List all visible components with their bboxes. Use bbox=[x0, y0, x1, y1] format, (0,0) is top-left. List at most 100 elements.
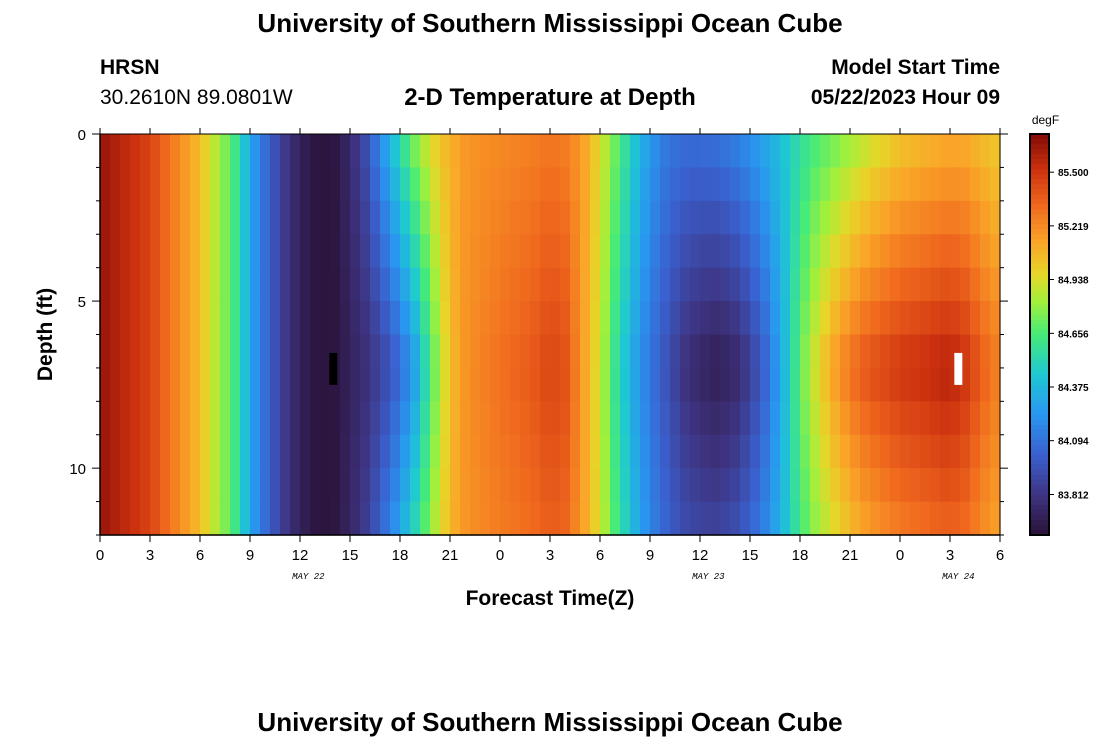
heatmap-cell bbox=[800, 234, 811, 269]
heatmap-cell bbox=[390, 401, 401, 436]
heatmap-cell bbox=[200, 501, 211, 536]
heatmap-cell bbox=[990, 134, 1001, 169]
heatmap-cell bbox=[370, 334, 381, 369]
heatmap-cell bbox=[980, 234, 991, 269]
heatmap-cell bbox=[920, 434, 931, 469]
heatmap-cell bbox=[700, 267, 711, 302]
heatmap-cell bbox=[540, 334, 551, 369]
heatmap-cell bbox=[550, 134, 561, 169]
heatmap-cell bbox=[810, 167, 821, 202]
heatmap-cell bbox=[970, 267, 981, 302]
heatmap-cell bbox=[440, 334, 451, 369]
heatmap-cell bbox=[220, 134, 231, 169]
heatmap-cell bbox=[700, 434, 711, 469]
heatmap-cell bbox=[160, 367, 171, 402]
heatmap-cell bbox=[290, 367, 301, 402]
heatmap-cell bbox=[250, 267, 261, 302]
heatmap-cell bbox=[310, 267, 321, 302]
heatmap-cell bbox=[170, 301, 181, 336]
heatmap-cell bbox=[360, 334, 371, 369]
x-tick-label: 6 bbox=[196, 547, 204, 564]
heatmap-cell bbox=[610, 334, 621, 369]
heatmap-cell bbox=[510, 134, 521, 169]
heatmap-cell bbox=[980, 267, 991, 302]
heatmap-cell bbox=[520, 401, 531, 436]
heatmap-cell bbox=[420, 401, 431, 436]
colorbar-segment bbox=[1030, 224, 1049, 230]
heatmap-cell bbox=[660, 167, 671, 202]
heatmap-cell bbox=[280, 167, 291, 202]
heatmap-cell bbox=[160, 401, 171, 436]
heatmap-cell bbox=[150, 234, 161, 269]
y-tick-label: 0 bbox=[78, 127, 86, 144]
heatmap-cell bbox=[990, 167, 1001, 202]
heatmap-cell bbox=[140, 501, 151, 536]
heatmap-cell bbox=[380, 334, 391, 369]
colorbar-segment bbox=[1030, 449, 1049, 456]
heatmap-cell bbox=[220, 234, 231, 269]
heatmap-cell bbox=[360, 434, 371, 469]
heatmap-cell bbox=[470, 200, 481, 235]
heatmap-cell bbox=[850, 367, 861, 402]
heatmap-cell bbox=[570, 267, 581, 302]
heatmap-cell bbox=[160, 301, 171, 336]
heatmap-cell bbox=[380, 367, 391, 402]
heatmap-cell bbox=[980, 367, 991, 402]
heatmap-cell bbox=[960, 134, 971, 169]
heatmap-cell bbox=[120, 200, 131, 235]
heatmap-cell bbox=[750, 200, 761, 235]
heatmap-cell bbox=[960, 167, 971, 202]
heatmap-cell bbox=[700, 501, 711, 536]
heatmap-cell bbox=[680, 501, 691, 536]
heatmap-cell bbox=[850, 434, 861, 469]
heatmap-cell bbox=[150, 501, 161, 536]
heatmap-cell bbox=[990, 234, 1001, 269]
heatmap-cell bbox=[920, 334, 931, 369]
heatmap-cell bbox=[620, 267, 631, 302]
colorbar-segment bbox=[1030, 514, 1049, 521]
heatmap-cell bbox=[560, 468, 571, 503]
heatmap-cell bbox=[760, 167, 771, 202]
heatmap-cell bbox=[210, 267, 221, 302]
heatmap-cell bbox=[700, 234, 711, 269]
heatmap-cell bbox=[520, 367, 531, 402]
colorbar-segment bbox=[1030, 499, 1049, 506]
heatmap-cell bbox=[340, 234, 351, 269]
heatmap-cell bbox=[240, 267, 251, 302]
heatmap-cell bbox=[660, 234, 671, 269]
heatmap-cell bbox=[840, 401, 851, 436]
heatmap-cell bbox=[560, 501, 571, 536]
heatmap-cell bbox=[900, 267, 911, 302]
heatmap-cell bbox=[640, 334, 651, 369]
heatmap-cell bbox=[590, 501, 601, 536]
heatmap-cell bbox=[970, 501, 981, 536]
heatmap-cell bbox=[870, 267, 881, 302]
heatmap-cell bbox=[890, 501, 901, 536]
heatmap-cell bbox=[660, 501, 671, 536]
heatmap-cell bbox=[350, 401, 361, 436]
heatmap-cell bbox=[160, 134, 171, 169]
heatmap-cell bbox=[640, 167, 651, 202]
heatmap-cell bbox=[460, 401, 471, 436]
heatmap-cell bbox=[860, 401, 871, 436]
heatmap-cell bbox=[330, 134, 341, 169]
heatmap-cell bbox=[590, 167, 601, 202]
heatmap-cell bbox=[500, 200, 511, 235]
heatmap-cell bbox=[320, 167, 331, 202]
heatmap-cell bbox=[360, 301, 371, 336]
heatmap-cell bbox=[420, 301, 431, 336]
heatmap-cell bbox=[190, 401, 201, 436]
heatmap-cell bbox=[890, 234, 901, 269]
heatmap-cell bbox=[700, 367, 711, 402]
heatmap-cell bbox=[640, 234, 651, 269]
heatmap-cell bbox=[640, 434, 651, 469]
heatmap-cell bbox=[740, 334, 751, 369]
heatmap-cell bbox=[410, 134, 421, 169]
heatmap-cell bbox=[220, 167, 231, 202]
heatmap-cell bbox=[810, 468, 821, 503]
heatmap-cell bbox=[140, 334, 151, 369]
heatmap-cell bbox=[510, 301, 521, 336]
heatmap-cell bbox=[560, 301, 571, 336]
heatmap-cell bbox=[460, 301, 471, 336]
heatmap-cell bbox=[890, 301, 901, 336]
